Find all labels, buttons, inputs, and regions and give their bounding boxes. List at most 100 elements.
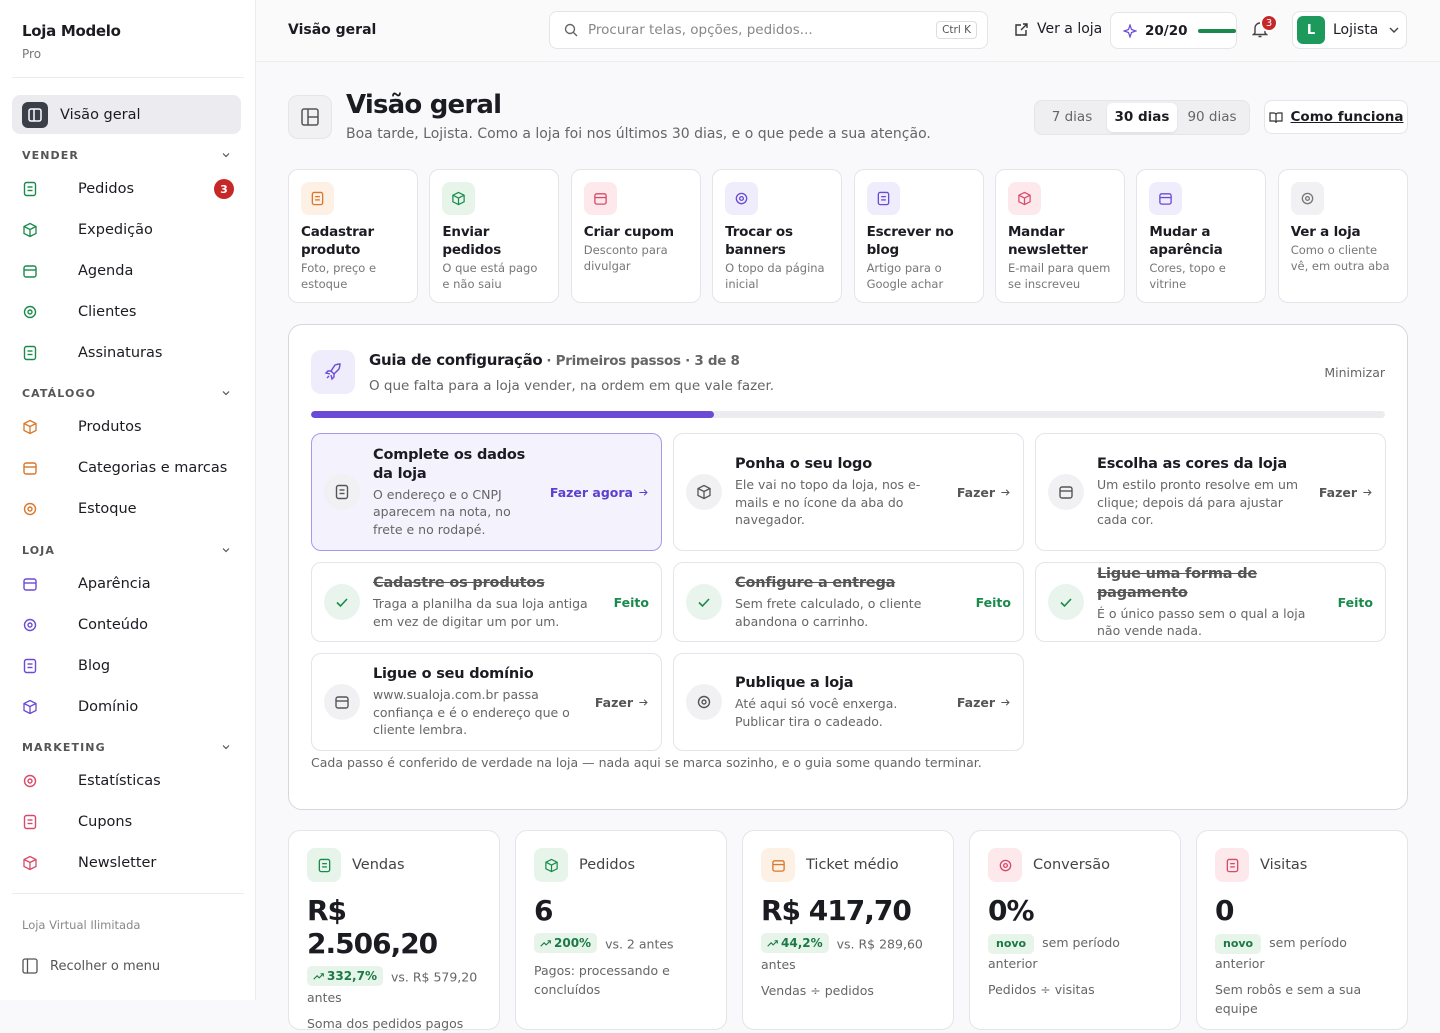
kpi-card[interactable]: Conversão 0% novo sem período anterior Pedid… (969, 830, 1181, 1030)
notifications[interactable]: 3 (1251, 14, 1278, 42)
minimize-button[interactable]: Minimizar (1324, 365, 1385, 380)
nav-item[interactable]: Cupons (22, 807, 234, 837)
nav-item[interactable]: Newsletter (22, 848, 234, 878)
quick-action-card[interactable]: Escrever no blog Artigo para o Google ach… (853, 169, 984, 303)
view-store-link[interactable]: Ver a loja (1014, 21, 1102, 37)
kpi-note: Soma dos pedidos pagos (307, 1015, 464, 1031)
nav-item[interactable]: Clientes (22, 297, 234, 327)
step-action[interactable]: Feito (976, 595, 1011, 610)
step-desc: Até aqui só você enxerga. Publicar tira … (735, 696, 898, 729)
nav-item[interactable]: Domínio (22, 692, 234, 722)
section-title[interactable]: LOJA (22, 544, 232, 557)
kpi-compare: sem período anterior (1215, 935, 1347, 971)
guide-progress-track (311, 411, 1385, 418)
progress-pill[interactable]: 20/20 (1110, 12, 1237, 49)
content: Visão geral Boa tarde, Lojista. Como a l… (256, 90, 1440, 1031)
step-body: Publique a loja Até aqui só você enxerga.… (735, 674, 957, 730)
quick-action-title: Escrever no blog (866, 224, 954, 258)
section-title[interactable]: MARKETING (22, 741, 232, 754)
step-action[interactable]: Fazer (957, 485, 1011, 500)
progress-label: 20/20 (1145, 22, 1188, 39)
nav-item[interactable]: Assinaturas (22, 338, 234, 368)
guide-step[interactable]: Escolha as cores da loja Um estilo pronto… (1035, 433, 1386, 551)
quick-action-card[interactable]: Cadastrar produto Foto, preço e estoque (288, 169, 418, 303)
nav-label: Assinaturas (78, 345, 163, 361)
quick-action-card[interactable]: Trocar os banners O topo da página inicia… (712, 169, 843, 303)
range-option[interactable]: 30 dias (1107, 103, 1177, 132)
quick-action-card[interactable]: Mudar a aparência Cores, topo e vitrine (1136, 169, 1267, 303)
nav-item[interactable]: Aparência (22, 569, 234, 599)
user-menu[interactable]: L Lojista (1292, 11, 1407, 49)
nav-label: Estatísticas (78, 773, 161, 789)
nav-badge: 3 (214, 179, 234, 199)
step-action[interactable]: Fazer agora (550, 485, 649, 500)
quick-action-title: Trocar os banners (725, 224, 793, 258)
brand[interactable]: Loja Modelo (22, 22, 121, 40)
kpi-icon (307, 848, 341, 882)
guide-step[interactable]: Ligue o seu domínio www.sualoja.com.br pa… (311, 653, 662, 751)
icon-svg (1226, 858, 1238, 872)
nav-item[interactable]: Agenda (22, 256, 234, 286)
step-title: Configure a entrega (735, 575, 896, 591)
step-body: Ponha o seu logo Ele vai no topo da loja,… (735, 455, 957, 529)
kpi-card[interactable]: Pedidos 6 200% vs. 2 antes Pagos: processand… (515, 830, 727, 1030)
kpi-change-value: 200% (554, 936, 592, 950)
guide-step[interactable]: Publique a loja Até aqui só você enxerga.… (673, 653, 1024, 751)
breadcrumb: Visão geral (288, 22, 377, 38)
guide-progress-fill (311, 411, 714, 418)
quick-action-card[interactable]: Enviar pedidos O que está pago e não saiu (429, 169, 560, 303)
step-action[interactable]: Fazer (1319, 485, 1373, 500)
nav-item[interactable]: Conteúdo (22, 610, 234, 640)
icon (696, 594, 712, 610)
icon-svg (735, 192, 748, 205)
search-box[interactable]: Procurar telas, opções, pedidos... Ctrl K (549, 11, 988, 49)
step-desc: É o único passo sem o qual a loja não ve… (1097, 605, 1306, 639)
nav-item-active[interactable]: Visão geral (12, 95, 241, 134)
step-action[interactable]: Feito (1338, 595, 1373, 610)
kpi-change-value: 44,2% (781, 936, 823, 950)
section-title[interactable]: CATÁLOGO (22, 387, 232, 400)
guide-step[interactable]: Complete os dados da loja O endereço e o … (311, 433, 662, 551)
kpi-icon (761, 848, 795, 882)
icon (22, 576, 56, 592)
range-option[interactable]: 7 dias (1051, 109, 1093, 125)
nav-label: Pedidos (78, 181, 135, 197)
section-title[interactable]: VENDER (22, 149, 232, 162)
quick-action-title: Mudar a aparência (1149, 224, 1223, 258)
nav-item[interactable]: Pedidos 3 (22, 174, 234, 204)
kpi-card[interactable]: Vendas R$ 2.506,20 332,7% vs. R$ 579,20 ant… (288, 830, 500, 1031)
collapse-button[interactable]: Recolher o menu (22, 958, 160, 974)
help-button[interactable]: Como funciona (1264, 100, 1408, 134)
guide-step[interactable]: Configure a entrega Sem frete calculado, … (673, 562, 1024, 642)
page: Loja Modelo Pro Visão geral VENDER Pedido… (12, 0, 1440, 1031)
range-option[interactable]: 90 dias (1187, 109, 1237, 125)
plan-note: Loja Virtual Ilimitada (22, 918, 141, 932)
step-action[interactable]: Fazer (957, 695, 1011, 710)
icon (28, 107, 42, 122)
icon-svg (697, 695, 711, 709)
icon (696, 694, 712, 710)
quick-action-card[interactable]: Mandar newsletter E-mail para quem se ins… (994, 169, 1125, 303)
nav-item[interactable]: Produtos (22, 412, 234, 442)
guide-step[interactable]: Ponha o seu logo Ele vai no topo da loja,… (673, 433, 1024, 551)
nav-item[interactable]: Estatísticas (22, 766, 234, 796)
kpi-label: Ticket médio (806, 857, 899, 873)
kpi-card[interactable]: Ticket médio R$ 417,70 44,2% vs. R$ 289,60 … (742, 830, 954, 1030)
step-action[interactable]: Feito (614, 595, 649, 610)
nav-item[interactable]: Categorias e marcas (22, 453, 234, 483)
quick-action-card[interactable]: Criar cupom Desconto para divulgar (570, 169, 701, 303)
nav-item[interactable]: Expedição (22, 215, 234, 245)
icon (633, 487, 649, 498)
nav-item[interactable]: Estoque (22, 494, 234, 524)
nav-item[interactable]: Blog (22, 651, 234, 681)
step-action[interactable]: Fazer (595, 695, 649, 710)
quick-action-title: Enviar pedidos (442, 224, 502, 258)
kpi-card[interactable]: Visitas 0 novo sem período anterior Sem robô… (1196, 830, 1408, 1030)
quick-action-card[interactable]: Ver a loja Como o cliente vê, em outra ab… (1277, 169, 1408, 303)
step-icon (324, 684, 360, 720)
guide-step[interactable]: Ligue uma forma de pagamento É o único pa… (1035, 562, 1386, 642)
icon-svg (1060, 598, 1072, 608)
step-icon (324, 474, 360, 510)
kpi-icon (1215, 848, 1249, 882)
guide-step[interactable]: Cadastre os produtos Traga a planilha da … (311, 562, 662, 642)
